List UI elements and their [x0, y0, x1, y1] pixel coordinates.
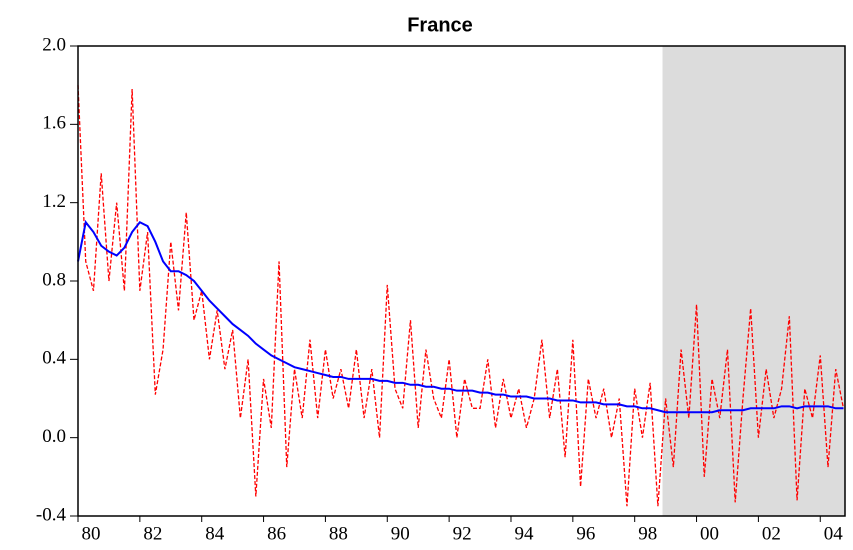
y-tick-label: 1.2 [42, 191, 66, 212]
y-tick-label: 1.6 [42, 113, 66, 134]
chart-title: France [407, 14, 473, 36]
series-line [77, 85, 845, 507]
shaded-region [662, 46, 845, 516]
x-tick-label: 82 [143, 523, 162, 544]
plot-frame [77, 45, 846, 517]
x-tick-label: 04 [824, 523, 844, 544]
y-tick-label: -0.4 [36, 504, 67, 525]
y-tick-label: 0.4 [42, 348, 66, 369]
x-tick-label: 02 [762, 523, 781, 544]
x-tick-label: 98 [638, 523, 657, 544]
x-tick-label: 94 [514, 523, 534, 544]
x-tick-label: 86 [267, 523, 286, 544]
x-tick-label: 90 [391, 523, 410, 544]
x-tick-label: 92 [453, 523, 472, 544]
y-tick-label: 2.0 [42, 34, 66, 55]
x-tick-label: 88 [329, 523, 348, 544]
x-tick-label: 96 [576, 523, 595, 544]
y-tick-label: 0.8 [42, 269, 66, 290]
x-tick-label: 80 [82, 523, 101, 544]
y-tick-label: 0.0 [42, 426, 66, 447]
x-tick-label: 84 [205, 523, 225, 544]
x-tick-label: 00 [700, 523, 719, 544]
series-line [77, 219, 844, 414]
